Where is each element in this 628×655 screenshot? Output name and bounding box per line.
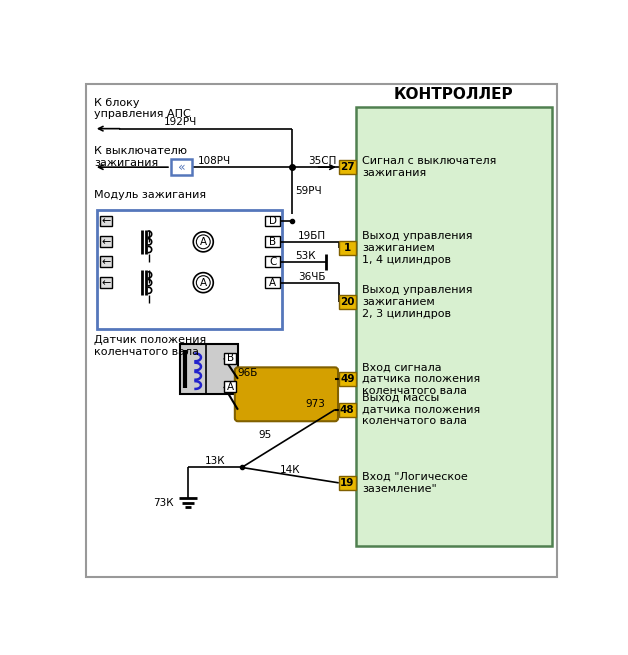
Text: Сигнал с выключателя
зажигания: Сигнал с выключателя зажигания xyxy=(362,157,496,178)
Bar xyxy=(338,241,355,255)
Text: ←: ← xyxy=(102,237,111,247)
Text: A: A xyxy=(200,278,207,288)
Bar xyxy=(100,236,112,247)
Text: 73К: 73К xyxy=(153,498,174,508)
Bar xyxy=(265,236,280,247)
Text: 973: 973 xyxy=(306,398,326,409)
Text: Датчик положения
коленчатого вала: Датчик положения коленчатого вала xyxy=(94,335,206,356)
Bar xyxy=(338,295,355,309)
Circle shape xyxy=(193,272,214,293)
Text: Выход массы
датчика положения
коленчатого вала: Выход массы датчика положения коленчатог… xyxy=(362,393,480,426)
Text: B: B xyxy=(269,237,276,247)
Bar xyxy=(355,107,552,546)
Bar xyxy=(100,277,112,288)
Bar xyxy=(180,345,238,394)
Text: 48: 48 xyxy=(340,405,355,415)
Text: «: « xyxy=(178,160,185,174)
Text: К выключателю
зажигания: К выключателю зажигания xyxy=(94,146,187,168)
Bar xyxy=(224,381,236,392)
Text: 36ЧБ: 36ЧБ xyxy=(298,272,325,282)
Circle shape xyxy=(197,235,210,249)
Text: 108РЧ: 108РЧ xyxy=(197,156,230,166)
Text: Вход "Логическое
заземление": Вход "Логическое заземление" xyxy=(362,472,468,494)
Text: 14К: 14К xyxy=(280,465,301,475)
Bar xyxy=(265,215,280,227)
Text: 1: 1 xyxy=(344,243,351,253)
Text: 19: 19 xyxy=(340,478,354,488)
Bar xyxy=(224,353,236,364)
Text: ←: ← xyxy=(102,278,111,288)
Text: 49: 49 xyxy=(340,374,355,384)
Text: 59РЧ: 59РЧ xyxy=(296,186,322,196)
Text: 27: 27 xyxy=(340,162,355,172)
Text: ←: ← xyxy=(102,257,111,267)
Text: Выход управления
зажиганием
1, 4 цилиндров: Выход управления зажиганием 1, 4 цилиндр… xyxy=(362,231,472,265)
Text: 95: 95 xyxy=(258,430,271,440)
Bar xyxy=(338,372,355,386)
FancyBboxPatch shape xyxy=(235,367,338,421)
Text: 20: 20 xyxy=(340,297,355,307)
Bar xyxy=(97,210,282,329)
Bar xyxy=(338,403,355,417)
Bar xyxy=(265,257,280,267)
Bar xyxy=(100,257,112,267)
Bar xyxy=(265,277,280,288)
Bar xyxy=(100,215,112,227)
Text: Выход управления
зажиганием
2, 3 цилиндров: Выход управления зажиганием 2, 3 цилиндр… xyxy=(362,286,472,318)
Bar xyxy=(338,160,355,174)
Text: 192РЧ: 192РЧ xyxy=(163,117,197,128)
Text: D: D xyxy=(269,216,276,226)
Circle shape xyxy=(193,232,214,252)
Text: A: A xyxy=(227,382,234,392)
Text: A: A xyxy=(200,237,207,247)
Text: C: C xyxy=(269,257,276,267)
Bar xyxy=(171,159,193,175)
Text: 13К: 13К xyxy=(205,457,225,466)
Text: ←: ← xyxy=(102,216,111,226)
Text: 19БП: 19БП xyxy=(298,231,326,242)
Text: Вход сигнала
датчика положения
коленчатого вала: Вход сигнала датчика положения коленчато… xyxy=(362,362,480,396)
Text: 53К: 53К xyxy=(295,252,316,261)
Text: 96Б: 96Б xyxy=(237,367,257,378)
Text: A: A xyxy=(269,278,276,288)
Text: 35СП: 35СП xyxy=(308,156,337,166)
Circle shape xyxy=(197,276,210,290)
Bar xyxy=(338,476,355,490)
Text: К блоку
управления АПС: К блоку управления АПС xyxy=(94,98,191,119)
Text: B: B xyxy=(227,353,234,363)
Text: КОНТРОЛЛЕР: КОНТРОЛЛЕР xyxy=(394,86,514,102)
Text: Модуль зажигания: Модуль зажигания xyxy=(94,190,206,200)
